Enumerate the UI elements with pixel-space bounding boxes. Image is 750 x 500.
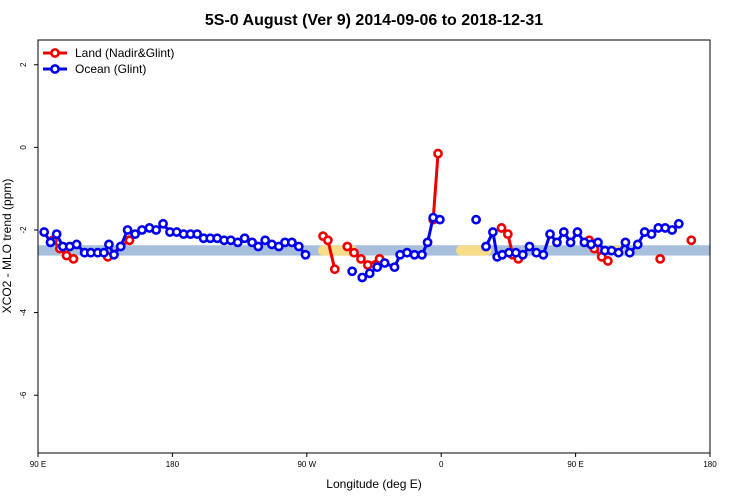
x-tick-label: 0 (439, 460, 444, 469)
x-axis-label: Longitude (deg E) (326, 477, 421, 491)
y-tick-label: -4 (19, 308, 28, 316)
ocean-point (545, 229, 555, 240)
ocean-point (357, 272, 368, 283)
ocean-point (253, 241, 264, 252)
x-tick-label: 90 E (30, 460, 46, 469)
land-point (356, 253, 366, 264)
ocean-point (115, 241, 126, 252)
land-point (68, 253, 79, 264)
land-legend-label: Land (Nadir&Glint) (75, 46, 174, 60)
ocean-point (613, 247, 624, 258)
ocean-point (98, 247, 109, 258)
y-tick-label: 2 (19, 62, 28, 67)
land-point (349, 247, 359, 258)
ocean-point (434, 214, 445, 225)
ocean-point (300, 249, 311, 260)
y-axis: 2 0 -2 -4 -6 (19, 62, 38, 399)
ocean-point (232, 237, 243, 248)
ocean-point (109, 249, 119, 260)
ocean-point (130, 229, 140, 240)
ocean-point (417, 249, 427, 260)
ocean-point (379, 258, 390, 268)
ocean-point (422, 237, 433, 248)
x-tick-label: 90 W (297, 460, 316, 469)
land-point (686, 235, 697, 246)
ocean-point (673, 218, 684, 229)
ocean-point (402, 247, 412, 258)
ocean-point (389, 262, 400, 273)
y-tick-label: -2 (19, 226, 28, 234)
land-point (362, 260, 373, 270)
ocean-legend-marker (50, 64, 60, 74)
legend: Land (Nadir&Glint) Ocean (Glint) (43, 46, 174, 76)
ocean-series (39, 212, 684, 283)
land-point (322, 235, 333, 246)
y-tick-label: -6 (19, 391, 28, 399)
ocean-point (151, 225, 162, 235)
land-point (602, 256, 613, 266)
ocean-point (45, 237, 56, 248)
ocean-point (364, 268, 375, 279)
ocean-point (481, 241, 491, 252)
ocean-point (488, 227, 498, 237)
land-point (124, 235, 135, 246)
land-point (496, 223, 507, 233)
ocean-point (71, 239, 82, 250)
y-axis-label: XCO2 - MLO trend (ppm) (0, 179, 14, 314)
ocean-point (293, 241, 304, 252)
ocean-point (624, 247, 635, 258)
land-point (502, 229, 513, 240)
ocean-point (646, 229, 657, 240)
ocean-point (39, 227, 50, 237)
ocean-legend-label: Ocean (Glint) (75, 62, 146, 76)
x-tick-label: 180 (703, 460, 717, 469)
ocean-point (538, 249, 549, 260)
ocean-point (632, 239, 643, 250)
ocean-point (620, 237, 631, 248)
ocean-point (122, 225, 133, 235)
ocean-point (517, 249, 528, 260)
x-axis: 90 E 180 90 W 0 90 E 180 (30, 453, 717, 469)
land-point (329, 264, 340, 275)
ocean-point (372, 262, 383, 273)
ocean-band (38, 245, 710, 256)
ocean-point (667, 225, 678, 235)
x-tick-label: 180 (166, 460, 180, 469)
land-point (342, 241, 353, 252)
ocean-point (552, 237, 562, 248)
ocean-point (524, 241, 535, 252)
ocean-point (558, 227, 569, 237)
ocean-point (51, 229, 62, 240)
y-tick-label: 0 (19, 145, 28, 150)
plot-frame (37, 39, 711, 454)
ocean-point (286, 237, 297, 248)
chart-title: 5S-0 August (Ver 9) 2014-09-06 to 2018-1… (205, 12, 543, 29)
ocean-point (260, 235, 271, 246)
ocean-point (409, 249, 420, 260)
land-point (433, 148, 443, 159)
series-group (39, 148, 697, 283)
ocean-point (565, 237, 576, 248)
ocean-point (158, 218, 168, 229)
ocean-point (572, 227, 583, 237)
ocean-point (239, 233, 250, 244)
land-point (655, 253, 666, 264)
land-series-line (431, 153, 440, 220)
ocean-point (347, 266, 358, 277)
land-legend-marker (50, 48, 60, 58)
ocean-point (471, 214, 482, 225)
ocean-point (192, 229, 203, 240)
ocean-point (104, 239, 114, 250)
ocean-point (137, 225, 147, 235)
x-tick-label: 90 E (567, 460, 583, 469)
ocean-point (593, 237, 603, 248)
